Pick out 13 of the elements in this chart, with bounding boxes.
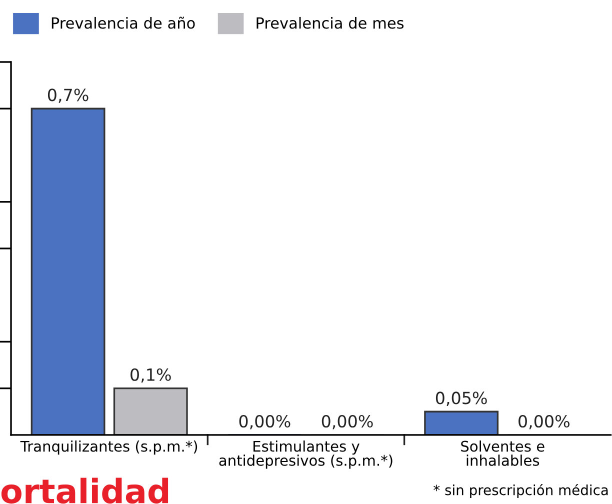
text: ortalidad	[1, 478, 168, 504]
data-label: 0,00%	[239, 414, 290, 430]
data-label: 0,7%	[48, 88, 88, 103]
x-tick-label: Solventes e inhalables	[461, 440, 544, 466]
data-label: 0,1%	[130, 368, 171, 383]
legend-label: Prevalencia de mes	[256, 16, 404, 29]
text: * sin prescripción médica	[434, 484, 608, 498]
x-tick-label: Tranquilizantes (s.p.m.*)	[20, 440, 198, 455]
data-label: 0,00%	[518, 414, 570, 430]
x-tick-label: Estimulantes y antidepresivos (s.p.m.*)	[219, 440, 392, 469]
legend-label: Prevalencia de año	[52, 16, 195, 29]
data-label: 0,00%	[322, 414, 373, 430]
data-label: 0,05%	[436, 392, 487, 406]
